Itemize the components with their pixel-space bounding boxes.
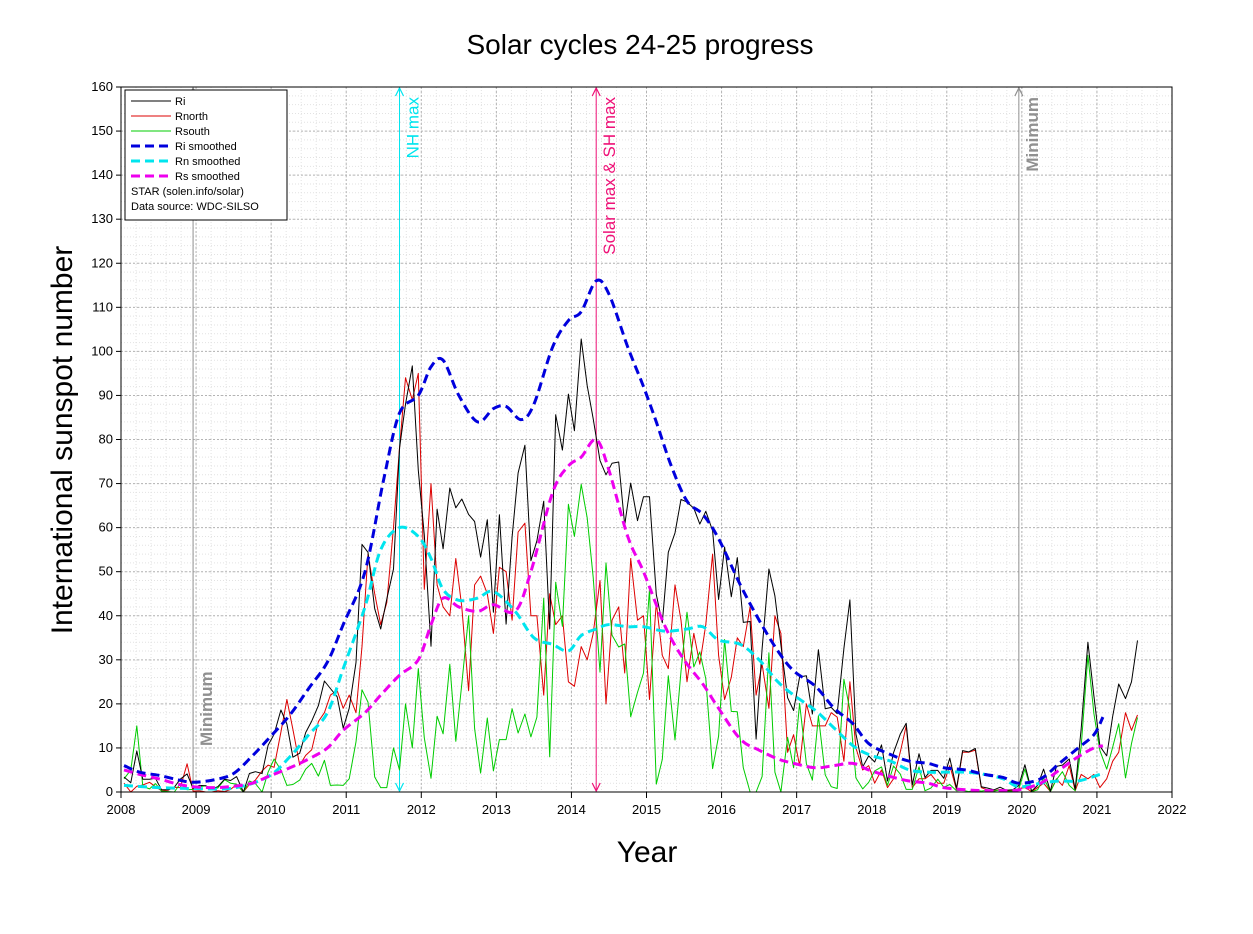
x-tick-label: 2008 xyxy=(107,802,136,817)
y-tick-label: 130 xyxy=(91,211,113,226)
series-line-ri-smoothed xyxy=(123,278,1105,785)
annotation-lines: Minimum NH max Solar max & SH max Minimum xyxy=(188,86,1042,793)
x-tick-label: 2009 xyxy=(182,802,211,817)
annotation-arrow-top xyxy=(394,86,405,97)
y-tick-label: 140 xyxy=(91,167,113,182)
x-axis: 2008 2009 2010 2011 2012 2013 2014 2015 2016 2017… xyxy=(107,792,1187,817)
x-tick-label: 2010 xyxy=(257,802,286,817)
annotation-arrow-bottom xyxy=(591,782,601,793)
legend: Ri Rnorth Rsouth Ri smoothed Rn smoothed Rs s… xyxy=(124,89,288,221)
x-tick-label: 2017 xyxy=(782,802,811,817)
legend-box xyxy=(124,89,288,221)
x-tick-label: 2014 xyxy=(557,802,586,817)
chart-title: Solar cycles 24-25 progress xyxy=(466,29,813,60)
annotation-arrow-bottom xyxy=(394,782,405,793)
annotation-arrow-top xyxy=(1014,86,1024,97)
x-tick-label: 2015 xyxy=(632,802,661,817)
series-line-ri xyxy=(123,338,1138,793)
annotation-label: Minimum xyxy=(1023,97,1042,172)
x-axis-title: Year xyxy=(617,836,678,869)
x-tick-label: 2022 xyxy=(1158,802,1187,817)
y-tick-label: 0 xyxy=(106,784,113,799)
legend-entry: Rnorth xyxy=(175,111,208,123)
x-tick-label: 2016 xyxy=(707,802,736,817)
y-axis: 0 10 20 30 40 50 60 70 80 90 100 110 120 130 140 150 160 xyxy=(91,79,121,799)
series-line-rsouth xyxy=(123,483,1138,793)
x-tick-label: 2011 xyxy=(332,802,360,817)
series-line-rs-smoothed xyxy=(123,437,1104,793)
y-axis-title: International sunspot number xyxy=(46,246,79,635)
x-tick-label: 2013 xyxy=(482,802,511,817)
y-tick-label: 80 xyxy=(99,432,113,447)
y-tick-label: 10 xyxy=(99,740,113,755)
y-tick-label: 110 xyxy=(92,299,113,314)
legend-entry: Rn smoothed xyxy=(175,156,240,168)
y-tick-label: 70 xyxy=(99,476,113,491)
legend-entry: Rs smoothed xyxy=(175,171,240,183)
x-tick-label: 2018 xyxy=(857,802,886,817)
y-tick-label: 30 xyxy=(99,652,113,667)
y-tick-label: 50 xyxy=(99,564,113,579)
annotation-label: NH max xyxy=(404,97,423,159)
legend-entry: Ri smoothed xyxy=(175,141,237,153)
annotation-label: Minimum xyxy=(197,671,216,746)
y-tick-label: 60 xyxy=(99,520,113,535)
legend-note: Data source: WDC-SILSO xyxy=(131,201,259,213)
x-tick-label: 2012 xyxy=(407,802,436,817)
series-line-rn-smoothed xyxy=(123,525,1101,791)
y-tick-label: 120 xyxy=(91,255,113,270)
x-tick-label: 2021 xyxy=(1082,802,1111,817)
y-tick-label: 160 xyxy=(91,79,113,94)
y-tick-label: 20 xyxy=(99,696,113,711)
series-layer xyxy=(123,278,1138,793)
legend-entry: Rsouth xyxy=(175,126,210,138)
annotation-label: Solar max & SH max xyxy=(600,97,619,255)
y-tick-label: 150 xyxy=(91,123,113,138)
x-tick-label: 2019 xyxy=(932,802,961,817)
x-tick-label: 2020 xyxy=(1007,802,1036,817)
y-tick-label: 40 xyxy=(99,608,113,623)
legend-entry: Ri xyxy=(175,96,185,108)
legend-note: STAR (solen.info/solar) xyxy=(131,186,244,198)
annotation-arrow-top xyxy=(591,86,601,97)
y-tick-label: 90 xyxy=(99,387,113,402)
y-tick-label: 100 xyxy=(91,343,113,358)
